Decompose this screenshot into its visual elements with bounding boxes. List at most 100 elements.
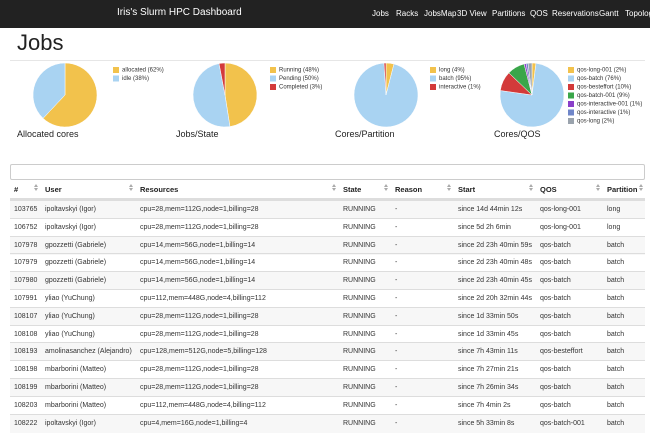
- sort-icon[interactable]: [447, 188, 451, 191]
- table-cell: batch: [607, 384, 625, 391]
- sort-icon[interactable]: [639, 188, 643, 191]
- sort-icon[interactable]: [596, 188, 600, 191]
- sort-icon[interactable]: [129, 188, 133, 191]
- table-cell: qos-long-001: [540, 206, 581, 213]
- table-row: 108107 yliao (YuChung) cpu=28,mem=112G,nod…: [10, 306, 645, 326]
- sort-icon[interactable]: [129, 184, 133, 187]
- column-header[interactable]: Start: [458, 185, 476, 194]
- table-row: 107978 gpozzetti (Gabriele) cpu=14,mem=56G…: [10, 235, 645, 255]
- table-cell: 108198: [14, 366, 38, 374]
- table-cell: cpu=14,mem=56G,node=1,billing=14: [140, 241, 256, 249]
- table-cell: -: [395, 384, 398, 391]
- table-cell: -: [395, 330, 398, 338]
- brand[interactable]: Iris's Slurm HPC Dashboard: [117, 7, 242, 18]
- table-cell: gpozzetti (Gabriele): [45, 277, 107, 285]
- nav-link[interactable]: 3D View: [457, 9, 487, 18]
- nav-link[interactable]: Gantt: [599, 9, 619, 18]
- table-row: 108198 mbarborini (Matteo) cpu=28,mem=112G…: [10, 360, 645, 379]
- table-cell: since 7h 43min 11s: [458, 348, 518, 356]
- table-cell: RUNNING: [343, 241, 376, 249]
- nav-link[interactable]: JobsMap: [424, 9, 457, 18]
- table-cell: -: [395, 419, 398, 427]
- sort-icon[interactable]: [639, 184, 643, 187]
- sort-icon[interactable]: [332, 188, 336, 191]
- divider: [10, 60, 645, 61]
- search-input[interactable]: [10, 164, 645, 180]
- pie-slice: [383, 62, 387, 96]
- legend-label: qos-besteffort (10%): [577, 85, 631, 91]
- table-cell: yliao (YuChung): [45, 295, 95, 302]
- sort-icon[interactable]: [384, 188, 388, 191]
- table-cell: 107979: [14, 259, 38, 267]
- sort-icon[interactable]: [384, 184, 388, 187]
- legend-swatch: [568, 84, 574, 90]
- legend-swatch: [568, 109, 574, 116]
- sort-icon[interactable]: [34, 184, 38, 187]
- table-cell: qos-batch: [540, 259, 571, 267]
- table-cell: since 2d 23h 40min 59s: [458, 241, 532, 249]
- table-cell: batch: [607, 401, 625, 409]
- pie-slice: [353, 62, 419, 128]
- pie-slice: [192, 63, 231, 128]
- sort-icon[interactable]: [529, 184, 533, 187]
- table-cell: qos-batch: [540, 312, 571, 320]
- sort-icon[interactable]: [596, 184, 600, 187]
- table-cell: 108193: [14, 348, 38, 356]
- table-cell: cpu=28,mem=112G,node=1,billing=28: [140, 366, 259, 374]
- sort-icon[interactable]: [447, 184, 451, 187]
- nav-link[interactable]: Jobs: [372, 9, 389, 18]
- nav-link[interactable]: Topology: [625, 9, 650, 18]
- table-row: 108193 amolinasanchez (Alejandro) cpu=128,…: [10, 342, 645, 362]
- table-cell: RUNNING: [343, 330, 376, 338]
- table-cell: batch: [607, 259, 625, 267]
- nav-link[interactable]: QOS: [530, 9, 548, 18]
- table-cell: qos-long-001: [540, 223, 581, 231]
- nav-link[interactable]: Partitions: [492, 9, 526, 18]
- column-header[interactable]: State: [343, 185, 362, 194]
- table-cell: since 5d 2h 6min: [458, 223, 511, 231]
- legend-swatch: [270, 75, 276, 82]
- legend-swatch: [270, 67, 276, 73]
- table-cell: batch: [607, 419, 625, 427]
- sort-icon[interactable]: [529, 188, 533, 191]
- column-header[interactable]: User: [45, 185, 62, 194]
- table-cell: since 7h 27min 21s: [458, 366, 519, 374]
- column-header[interactable]: Resources: [140, 185, 179, 194]
- legend-label: Completed (3%): [279, 85, 322, 91]
- table-cell: cpu=4,mem=16G,node=1,billing=4: [140, 419, 248, 427]
- legend-swatch: [430, 84, 436, 90]
- table-cell: RUNNING: [343, 223, 376, 231]
- column-header[interactable]: Partition: [607, 185, 638, 194]
- table-cell: -: [395, 206, 398, 213]
- legend-swatch: [568, 67, 574, 73]
- table-cell: since 14d 44min 12s: [458, 206, 523, 213]
- nav-link[interactable]: Reservations: [552, 9, 599, 18]
- table-cell: ipoltavskyi (Igor): [45, 206, 96, 213]
- table-cell: since 2d 20h 32min 44s: [458, 295, 532, 302]
- column-header[interactable]: Reason: [395, 185, 423, 194]
- legend-label: Pending (50%): [279, 76, 319, 82]
- sort-icon[interactable]: [34, 188, 38, 191]
- pie-slice: [32, 62, 66, 119]
- table-cell: qos-batch: [540, 330, 571, 338]
- chart-title: Cores/QOS: [494, 129, 541, 139]
- sort-icon[interactable]: [332, 184, 336, 187]
- column-header[interactable]: QOS: [540, 185, 557, 194]
- table-row: 108222 ipoltavskyi (Igor) cpu=4,mem=16G,no…: [10, 413, 645, 433]
- table-cell: batch: [607, 348, 625, 356]
- table-header: # User Resources State Reason Start QOS Partiti…: [10, 180, 645, 200]
- legend-label: Running (48%): [279, 68, 319, 74]
- legend-label: qos-interactive (1%): [577, 110, 630, 116]
- legend-swatch: [568, 101, 574, 107]
- table-cell: cpu=14,mem=56G,node=1,billing=14: [140, 259, 256, 267]
- table-cell: batch: [607, 366, 625, 374]
- chart-title: Jobs/State: [176, 129, 219, 139]
- column-header[interactable]: #: [14, 185, 19, 194]
- nav-link[interactable]: Racks: [396, 9, 419, 18]
- table-cell: long: [607, 223, 621, 231]
- table-cell: amolinasanchez (Alejandro): [45, 348, 132, 356]
- legend-swatch: [270, 84, 276, 90]
- table-row: 107991 yliao (YuChung) cpu=112,mem=448G,no…: [10, 289, 645, 308]
- table-cell: 108108: [14, 330, 38, 338]
- table-cell: batch: [607, 295, 625, 302]
